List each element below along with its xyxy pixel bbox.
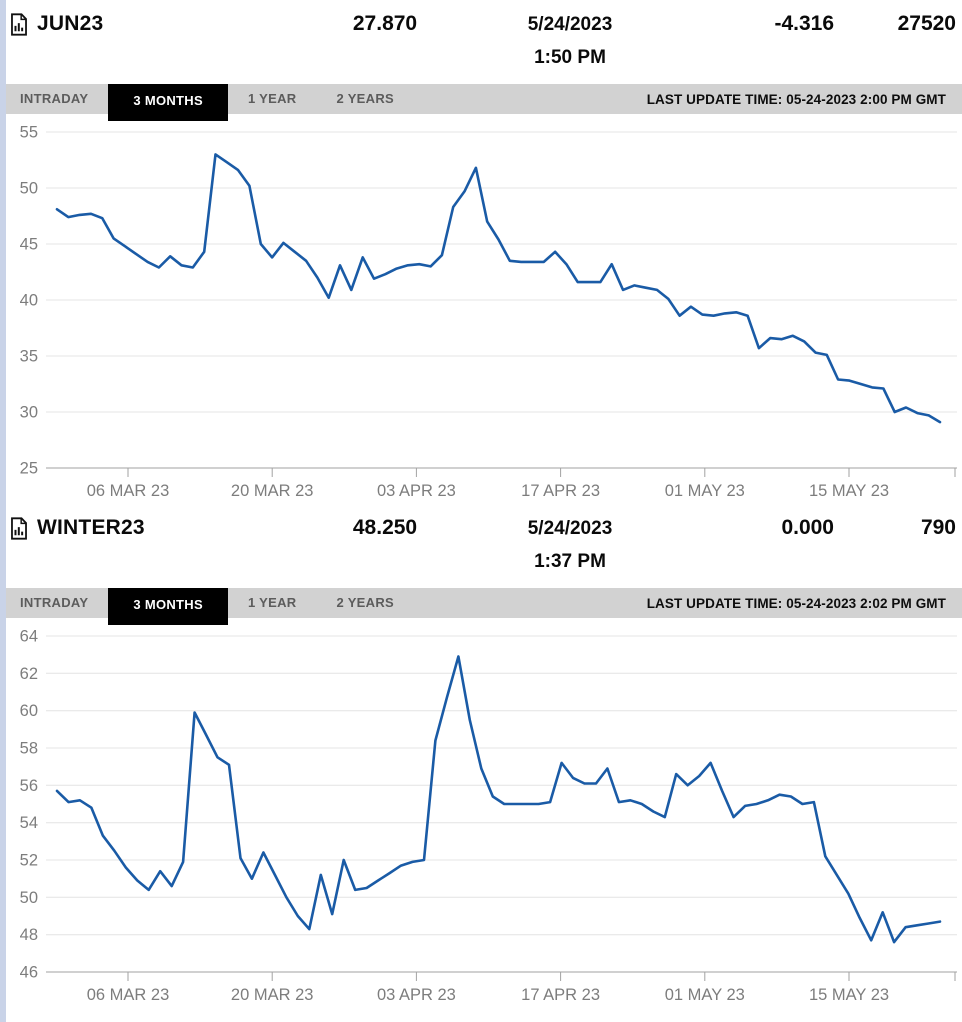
tab-1-year[interactable]: 1 YEAR	[247, 595, 297, 610]
svg-text:50: 50	[20, 180, 38, 198]
tab-2-years[interactable]: 2 YEARS	[336, 91, 394, 106]
tab-3-months[interactable]: 3 MONTHS	[108, 84, 228, 121]
volume: 27520	[897, 12, 956, 35]
svg-text:54: 54	[20, 814, 38, 832]
svg-text:20 MAR 23: 20 MAR 23	[231, 482, 314, 498]
svg-text:48: 48	[20, 926, 38, 944]
quote-time: 1:37 PM	[534, 551, 606, 572]
svg-text:20 MAR 23: 20 MAR 23	[231, 986, 314, 1002]
svg-text:06 MAR 23: 06 MAR 23	[87, 482, 170, 498]
svg-text:17 APR 23: 17 APR 23	[521, 986, 600, 1002]
svg-text:01 MAY 23: 01 MAY 23	[665, 986, 745, 1002]
tab-3-months[interactable]: 3 MONTHS	[108, 588, 228, 625]
svg-text:50: 50	[20, 889, 38, 907]
svg-text:58: 58	[20, 740, 38, 758]
chart-range-tabbar-winter23: INTRADAY 3 MONTHS 1 YEAR 2 YEARS LAST UP…	[0, 588, 962, 625]
svg-text:46: 46	[20, 964, 38, 982]
svg-text:30: 30	[20, 404, 38, 422]
price-chart-jun23: 25 30 35 40 45 50 55 06 MAR 23 20 MAR 23 03 APR 2…	[0, 116, 962, 498]
chart-range-tabbar-jun23: INTRADAY 3 MONTHS 1 YEAR 2 YEARS LAST UP…	[0, 84, 962, 121]
price-change: 0.000	[781, 516, 834, 539]
instrument-name-cell-winter23[interactable]: WINTER23	[10, 516, 310, 540]
price-chart-winter23: 46 48 50 52 54 56 58 60 62 64 06 MAR 23 20 MAR 23 03…	[0, 620, 962, 1002]
svg-text:40: 40	[20, 292, 38, 310]
svg-text:15 MAY 23: 15 MAY 23	[809, 986, 889, 1002]
svg-text:25: 25	[20, 460, 38, 478]
tab-1-year[interactable]: 1 YEAR	[247, 91, 297, 106]
last-update-time: LAST UPDATE TIME: 05-24-2023 2:00 PM GMT	[646, 91, 946, 107]
svg-text:45: 45	[20, 236, 38, 254]
quote-datetime: 5/24/2023 1:50 PM	[460, 12, 680, 71]
line-chart-svg: 25 30 35 40 45 50 55 06 MAR 23 20 MAR 23 03 APR 2…	[20, 124, 957, 498]
instrument-section-winter23: WINTER23 48.250 5/24/2023 1:37 PM 0.000 …	[0, 496, 962, 1002]
chart-document-icon[interactable]	[10, 12, 28, 36]
svg-text:35: 35	[20, 348, 38, 366]
svg-text:55: 55	[20, 124, 38, 142]
instrument-name: WINTER23	[37, 516, 145, 539]
quote-datetime: 5/24/2023 1:37 PM	[460, 516, 680, 575]
tab-intraday[interactable]: INTRADAY	[20, 595, 89, 610]
instrument-name-cell-jun23[interactable]: JUN23	[10, 12, 310, 36]
quote-date: 5/24/2023	[527, 518, 613, 539]
tab-2-years[interactable]: 2 YEARS	[336, 595, 394, 610]
svg-text:60: 60	[20, 702, 38, 720]
left-scrollbar-strip	[0, 0, 6, 1022]
quote-date: 5/24/2023	[527, 14, 613, 35]
svg-text:17 APR 23: 17 APR 23	[521, 482, 600, 498]
volume: 790	[920, 516, 956, 539]
chart-document-icon[interactable]	[10, 516, 28, 540]
svg-text:64: 64	[20, 628, 38, 646]
svg-text:52: 52	[20, 852, 38, 870]
instrument-name: JUN23	[37, 12, 104, 35]
svg-text:01 MAY 23: 01 MAY 23	[665, 482, 745, 498]
instrument-section-jun23: JUN23 27.870 5/24/2023 1:50 PM -4.316 27…	[0, 0, 962, 498]
quote-row-winter23: WINTER23 48.250 5/24/2023 1:37 PM 0.000 …	[0, 496, 962, 576]
svg-text:06 MAR 23: 06 MAR 23	[87, 986, 170, 1002]
svg-text:62: 62	[20, 665, 38, 683]
svg-text:03 APR 23: 03 APR 23	[377, 986, 456, 1002]
quote-row-jun23: JUN23 27.870 5/24/2023 1:50 PM -4.316 27…	[0, 0, 962, 72]
svg-text:15 MAY 23: 15 MAY 23	[809, 482, 889, 498]
price-change: -4.316	[774, 12, 834, 35]
last-price: 48.250	[352, 516, 418, 539]
svg-text:56: 56	[20, 777, 38, 795]
tab-intraday[interactable]: INTRADAY	[20, 91, 89, 106]
last-update-time: LAST UPDATE TIME: 05-24-2023 2:02 PM GMT	[646, 595, 946, 611]
line-chart-svg: 46 48 50 52 54 56 58 60 62 64 06 MAR 23 20 MAR 23 03…	[20, 628, 957, 1002]
last-price: 27.870	[352, 12, 418, 35]
svg-text:03 APR 23: 03 APR 23	[377, 482, 456, 498]
quote-time: 1:50 PM	[534, 47, 606, 68]
